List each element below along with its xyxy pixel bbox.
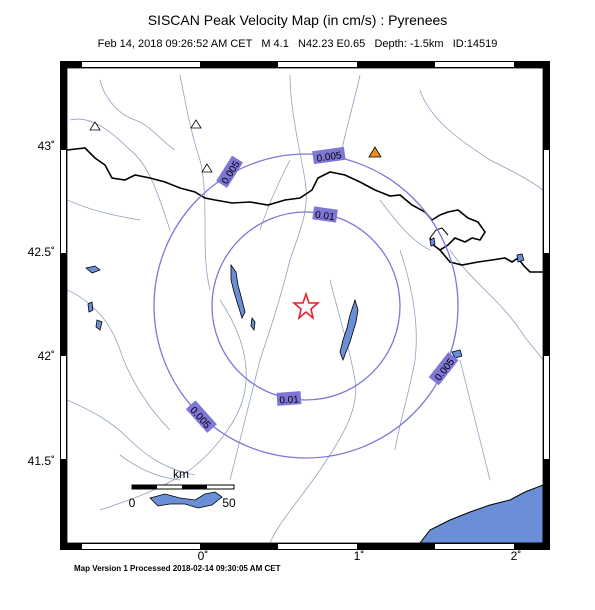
- contour-label-4: 0.01: [276, 391, 302, 407]
- lake-south: [149, 491, 223, 509]
- map-title: SISCAN Peak Velocity Map (in cm/s) : Pyr…: [147, 12, 448, 28]
- scale-bar: km 0 50: [129, 467, 236, 510]
- lon-label-2: 2˚: [511, 549, 522, 563]
- processed-info: Map Version 1 Processed 2018-02-14 09:30…: [74, 564, 281, 573]
- svg-text:50: 50: [222, 496, 236, 510]
- svg-text:0: 0: [129, 496, 136, 510]
- lat-label-42: 42˚: [38, 349, 55, 363]
- epicenter-star-icon: [291, 291, 321, 321]
- contour-label-3: 0.01: [312, 206, 338, 223]
- station-triangle-icon: [201, 163, 213, 173]
- contour-inner: [211, 211, 401, 401]
- station-triangle-highlight-icon: [368, 146, 382, 158]
- event-info: Feb 14, 2018 09:26:52 AM CET M 4.1 N42.2…: [97, 38, 498, 50]
- lat-label-41-5: 41.5˚: [28, 454, 55, 468]
- station-triangle-icon: [190, 119, 202, 129]
- svg-text:0.005: 0.005: [316, 150, 343, 164]
- border-line-east: [439, 249, 543, 273]
- map-area: [67, 68, 543, 543]
- sea-area: [419, 484, 543, 543]
- coast-line: [429, 227, 449, 239]
- station-triangle-icon: [89, 121, 101, 131]
- lat-label-43: 43˚: [38, 139, 55, 153]
- lat-label-42-5: 42.5˚: [28, 245, 55, 259]
- map-frame: [60, 61, 550, 550]
- svg-text:0.01: 0.01: [279, 394, 300, 406]
- svg-text:km: km: [173, 467, 189, 481]
- svg-text:0.01: 0.01: [314, 210, 335, 224]
- border-line: [67, 147, 486, 251]
- lakes: [85, 237, 525, 362]
- lon-label-0: 0˚: [198, 549, 209, 563]
- contour-outer: [153, 153, 459, 459]
- lon-label-1: 1˚: [354, 549, 365, 563]
- contour-label-2: 0.005: [312, 146, 346, 165]
